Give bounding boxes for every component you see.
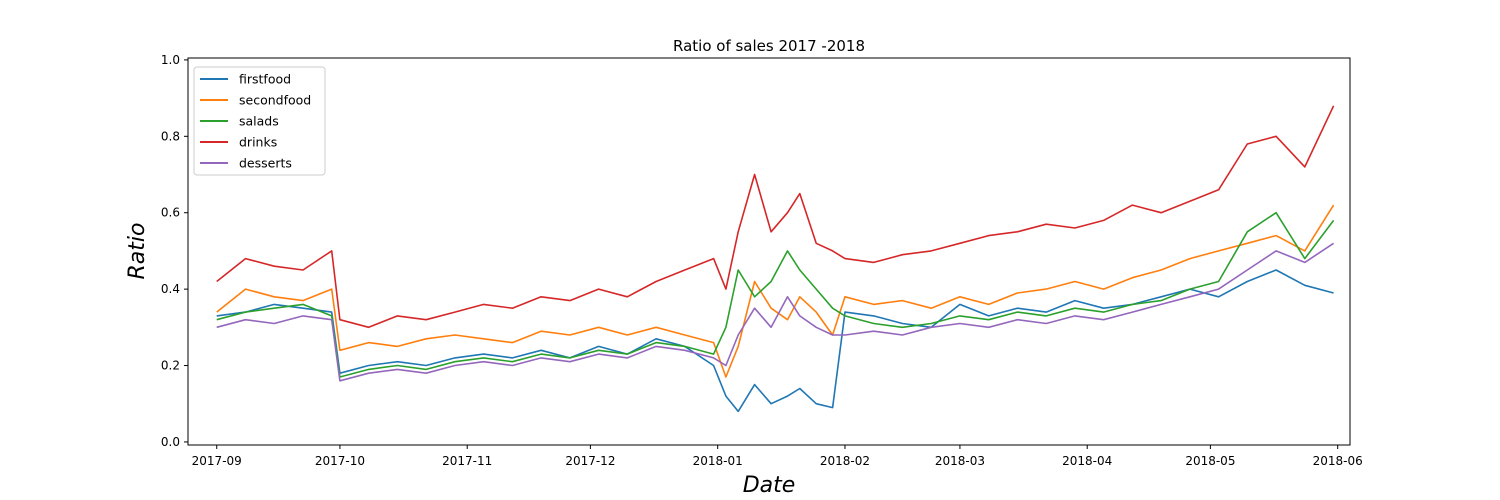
series-layer [216,105,1335,413]
y-axis-label: Ratio [125,223,150,280]
legend: firstfood secondfood salads drinks desserts [193,66,326,176]
x-tick-label: 2017-10 [315,454,365,468]
x-tick-label: 2017-12 [565,454,615,468]
legend-label-firstfood: firstfood [239,72,291,87]
legend-label-drinks: drinks [239,135,277,150]
x-tick-label: 2018-02 [820,454,870,468]
y-tick-label: 0.4 [161,282,180,296]
y-tick-label: 0.6 [161,206,180,220]
series-line-firstfood [216,269,1334,413]
legend-label-salads: salads [239,114,279,129]
y-tick-label: 1.0 [161,53,180,67]
series-line-salads [216,211,1335,378]
x-tick-label: 2018-04 [1062,454,1112,468]
y-tick-label: 0.2 [161,359,180,373]
legend-box [193,66,326,176]
x-tick-label: 2018-03 [935,454,985,468]
y-axis: 0.0 0.2 0.4 0.6 0.8 1.0 [161,53,188,449]
legend-label-secondfood: secondfood [239,93,311,108]
series-line-desserts [216,242,1335,382]
x-tick-label: 2017-09 [192,454,242,468]
plot-frame [187,57,1351,446]
chart-title: Ratio of sales 2017 -2018 [673,37,865,55]
y-tick-label: 0.0 [161,435,180,449]
series-line-drinks [216,105,1335,329]
x-axis: 2017-09 2017-10 2017-11 2017-12 2018-01 2018-… [192,445,1363,468]
legend-label-desserts: desserts [239,156,292,171]
x-tick-label: 2018-06 [1313,454,1363,468]
x-tick-label: 2017-11 [442,454,492,468]
x-tick-label: 2018-01 [693,454,743,468]
series-line-secondfood [216,204,1335,378]
x-axis-label: Date [743,473,796,498]
x-tick-label: 2018-05 [1185,454,1235,468]
y-tick-label: 0.8 [161,129,180,143]
